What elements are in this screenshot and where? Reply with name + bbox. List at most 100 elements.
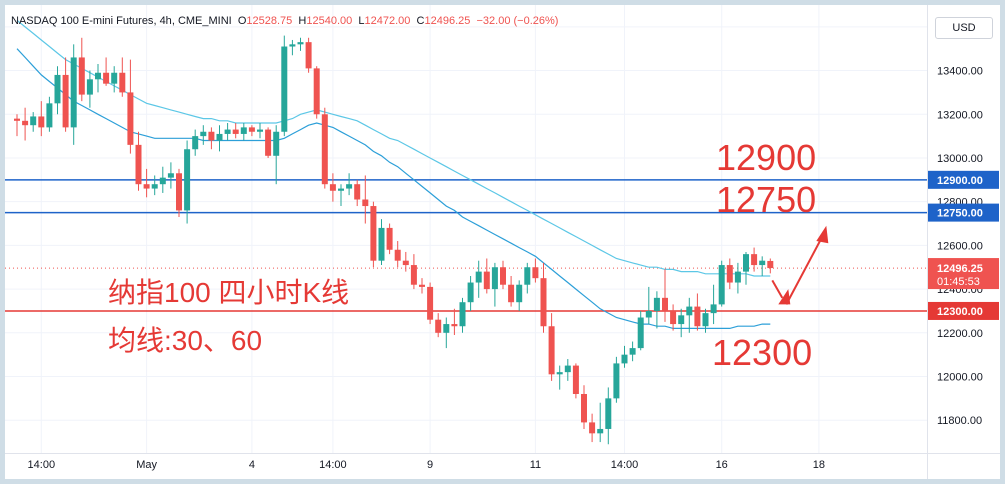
candle-body (305, 42, 312, 69)
candle-up (46, 96, 53, 132)
candle-down (572, 363, 579, 399)
chart-title-annotation: 纳指100 四小时K线 (108, 277, 350, 308)
candle-down (143, 168, 150, 198)
candle-body (14, 118, 20, 121)
candle-body (62, 74, 69, 128)
candle-down (483, 258, 490, 294)
horizontal-levels[interactable] (5, 179, 927, 312)
price-tick-label: 13400.00 (937, 66, 983, 78)
candle-up (346, 173, 353, 196)
candle-body (329, 184, 336, 191)
candle-body (151, 184, 158, 189)
candle-body (200, 131, 207, 137)
candle-body (127, 92, 134, 145)
ma60-line (16, 19, 771, 277)
candle-body (321, 114, 328, 185)
candle-down (14, 114, 20, 137)
price-tick-label: 13200.00 (937, 109, 983, 121)
level-price-tag-label: 12300.00 (937, 306, 983, 318)
level-price-tag (928, 301, 999, 320)
candle-down (329, 173, 336, 202)
chart-canvas[interactable]: 11800.0012000.0012200.0012400.0012600.00… (5, 5, 1000, 479)
candle-down (62, 57, 69, 132)
candle-body (313, 68, 320, 115)
price-tick-label: 13000.00 (937, 153, 983, 165)
candle-up (378, 219, 385, 266)
currency-button[interactable]: USD (935, 17, 993, 39)
candle-up (491, 262, 498, 307)
time-tick-label: 4 (249, 459, 255, 471)
ohlc-open-value: 12528.75 (246, 15, 293, 27)
level-price-tag-label: 12900.00 (937, 175, 983, 187)
candle-up (70, 44, 77, 145)
candle-down (354, 179, 361, 207)
candle-body (467, 282, 474, 303)
candle-body (751, 254, 758, 266)
candle-body (662, 297, 668, 311)
ohlc-high-value: 12540.00 (306, 15, 353, 27)
candle-down (232, 123, 239, 139)
candle-body (702, 313, 709, 327)
candle-body (694, 306, 701, 327)
level-price-tag (928, 170, 999, 189)
candle-down (321, 107, 328, 189)
candle-body (119, 72, 126, 93)
candle-up (645, 286, 652, 325)
interval[interactable]: 4h (159, 15, 172, 27)
candle-body (362, 199, 369, 207)
candle-up (743, 251, 749, 285)
candle-up (184, 140, 191, 224)
candle-up (637, 310, 644, 351)
candle-body (451, 324, 458, 327)
arrow-annotations (771, 225, 829, 305)
price-axis[interactable]: 11800.0012000.0012200.0012400.0012600.00… (927, 5, 1000, 479)
price-tick-label: 12000.00 (937, 372, 983, 384)
candle-body (354, 184, 361, 200)
candle-down (313, 66, 320, 119)
candle-body (159, 177, 166, 185)
candle-body (135, 144, 142, 185)
candle-body (726, 265, 733, 283)
candle-up (629, 341, 636, 362)
candle-body (167, 173, 174, 178)
candle-body (240, 127, 247, 134)
candle-body (734, 271, 741, 283)
candle-body (572, 365, 579, 394)
candle-body (232, 129, 239, 134)
candle-body (427, 286, 434, 320)
candle-down (419, 278, 425, 294)
candle-body (613, 363, 620, 399)
candle-down (248, 125, 255, 137)
candle-body (103, 72, 110, 84)
candle-body (208, 131, 215, 141)
candle-up (702, 308, 709, 333)
candle-up (273, 125, 280, 185)
chart-panel[interactable]: 11800.00 12000.00 12200.00 12400.00 12600.00… (5, 5, 1000, 479)
candle-up (653, 291, 660, 329)
candle-body (38, 116, 45, 128)
candle-down (427, 282, 434, 325)
candle-up (678, 308, 685, 338)
candle-body (394, 249, 401, 261)
candle-down (370, 201, 377, 268)
symbol-name[interactable]: NASDAQ 100 E-mini Futures (11, 15, 154, 27)
candle-down (305, 37, 312, 73)
candle-up (159, 166, 166, 193)
candle-down (548, 313, 555, 381)
candle-down (78, 37, 85, 102)
candle-body (581, 393, 587, 423)
candle-body (475, 271, 482, 283)
candle-up (605, 387, 612, 445)
candle-down (540, 262, 547, 333)
candle-body (532, 267, 539, 279)
candle-body (143, 184, 150, 189)
current-price-label: 12496.25 (937, 263, 983, 275)
time-axis[interactable]: 14:00 May 4 14:00 9 11 14:00 16 18 (5, 453, 1000, 472)
candle-body (540, 278, 547, 327)
candle-up (86, 70, 93, 108)
candle-body (686, 306, 693, 316)
candle-up (281, 35, 288, 137)
level-label-12750: 12750 (716, 179, 817, 220)
candle-down (38, 101, 45, 137)
candle-body (435, 319, 442, 333)
